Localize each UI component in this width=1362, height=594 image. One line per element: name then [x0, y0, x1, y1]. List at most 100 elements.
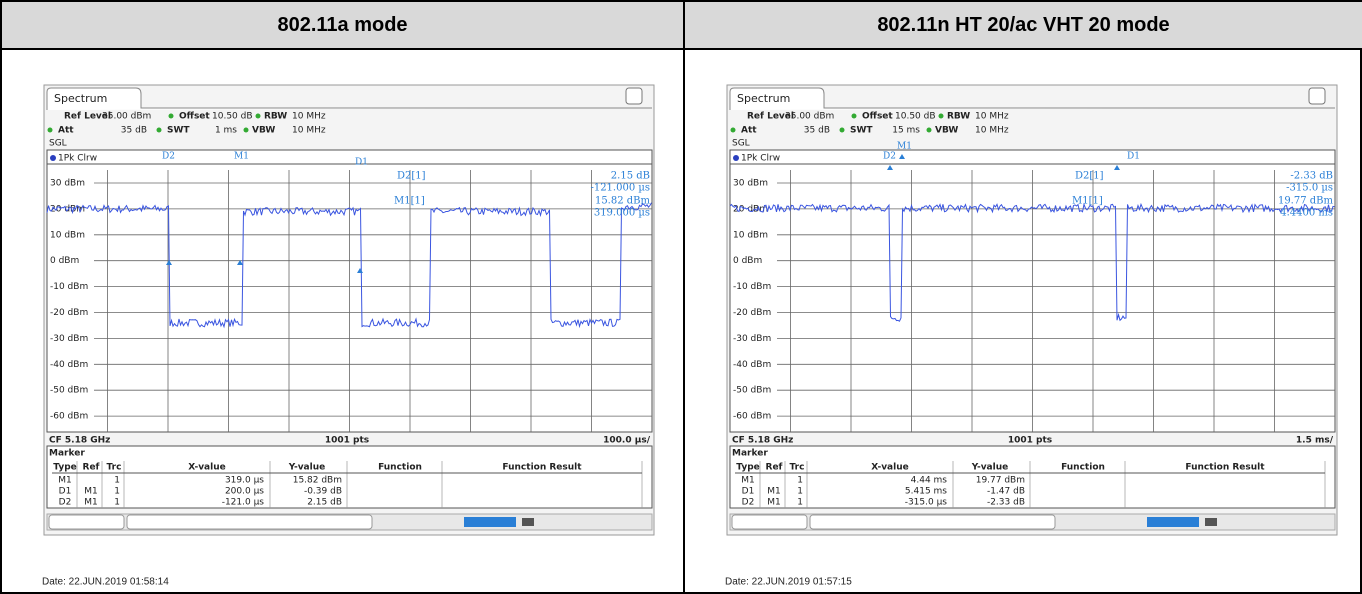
column-header: Ref — [766, 463, 783, 473]
marker-table-title: Marker — [732, 449, 768, 459]
capture-date: Date: 22.JUN.2019 01:58:14 — [42, 577, 169, 588]
trace — [46, 202, 652, 329]
capture-date: Date: 22.JUN.2019 01:57:15 — [725, 577, 852, 588]
marker-cell: 2.15 dB — [307, 498, 342, 508]
marker-cell: -121.0 µs — [222, 498, 265, 508]
status-dot — [168, 113, 174, 119]
tab-label: Spectrum — [737, 92, 790, 105]
status-field — [731, 514, 808, 530]
column-header: Function — [378, 463, 422, 473]
marker-cell: M1 — [767, 498, 781, 508]
y-axis-label: 0 dBm — [733, 256, 762, 266]
trace-marker-label: D1 — [355, 158, 368, 168]
marker-cell: -2.33 dB — [987, 498, 1025, 508]
marker-cell: D1 — [742, 487, 755, 497]
menu-icon — [625, 87, 643, 105]
trace-dot — [50, 155, 56, 161]
y-axis-label: -60 dBm — [733, 412, 771, 422]
status-dot — [926, 127, 932, 133]
marker-arrow — [357, 268, 363, 273]
y-axis-label: -40 dBm — [733, 360, 771, 370]
marker-arrow — [899, 154, 905, 159]
setting-value: 35 dB — [804, 126, 830, 136]
marker-cell: -0.39 dB — [304, 487, 342, 497]
marker-cell: M1 — [58, 476, 72, 486]
marker-arrow — [166, 260, 172, 265]
y-axis-label: -50 dBm — [50, 386, 88, 396]
column-header: Function Result — [502, 463, 582, 473]
footer-right: 100.0 µs/ — [603, 436, 651, 446]
y-axis-label: 20 dBm — [50, 204, 85, 214]
marker-cell: 1 — [114, 498, 120, 508]
y-axis-label: -20 dBm — [733, 308, 771, 318]
marker-table-frame — [46, 445, 653, 509]
progress-bar — [1147, 517, 1199, 527]
column-header: Ref — [83, 463, 100, 473]
trace-marker-label: M1 — [897, 142, 912, 152]
marker-cell: M1 — [741, 476, 755, 486]
readout-value: -2.33 dB — [1290, 171, 1333, 182]
marker-table-title: Marker — [49, 449, 85, 459]
setting-label: VBW — [935, 126, 958, 136]
y-axis-label: 30 dBm — [50, 179, 85, 189]
marker-cell: 1 — [797, 487, 803, 497]
trace-marker-label: D1 — [1127, 152, 1140, 162]
marker-cell: 15.82 dBm — [293, 476, 342, 486]
status-field — [126, 514, 373, 530]
marker-arrow — [237, 260, 243, 265]
footer-left: CF 5.18 GHz — [49, 436, 110, 446]
y-axis-label: -30 dBm — [733, 334, 771, 344]
footer-right: 1.5 ms/ — [1296, 436, 1334, 446]
marker-cell: M1 — [84, 487, 98, 497]
footer-center: 1001 pts — [325, 436, 369, 446]
y-axis-label: -10 dBm — [733, 282, 771, 292]
tab-label: Spectrum — [54, 92, 107, 105]
status-dot — [47, 127, 53, 133]
status-indicator — [1205, 518, 1217, 526]
y-axis-label: -40 dBm — [50, 360, 88, 370]
y-axis-label: -50 dBm — [733, 386, 771, 396]
readout-label: M1[1] — [394, 196, 425, 207]
setting-label: Offset — [179, 112, 210, 122]
column-header: Trc — [107, 463, 122, 473]
setting-label: Offset — [862, 112, 893, 122]
setting-label: RBW — [264, 112, 287, 122]
marker-table-frame — [729, 445, 1336, 509]
setting-label: Ref Level — [747, 112, 794, 122]
column-header: Trc — [790, 463, 805, 473]
setting-value: 10.50 dB — [895, 112, 936, 122]
footer-left: CF 5.18 GHz — [732, 436, 793, 446]
trace-marker-label: D2 — [883, 152, 896, 162]
sweep-mode: SGL — [732, 139, 750, 149]
readout-value: 319.000 µs — [594, 208, 650, 219]
marker-cell: 1 — [114, 476, 120, 486]
column-header: X-value — [188, 463, 225, 473]
marker-cell: -1.47 dB — [987, 487, 1025, 497]
y-axis-label: 0 dBm — [50, 256, 79, 266]
setting-value: 35 dB — [121, 126, 147, 136]
trace-dot — [733, 155, 739, 161]
marker-cell: 1 — [797, 476, 803, 486]
setting-value: 10 MHz — [292, 112, 326, 122]
marker-cell: -315.0 µs — [905, 498, 948, 508]
readout-label: M1[1] — [1072, 196, 1103, 207]
readout-value: 4.4400 ms — [1280, 208, 1333, 219]
status-field — [48, 514, 125, 530]
y-axis-label: -60 dBm — [50, 412, 88, 422]
trace-label: 1Pk Clrw — [58, 154, 97, 164]
setting-value: 15 ms — [892, 126, 920, 136]
readout-value: -315.0 µs — [1286, 183, 1333, 194]
y-axis-label: 10 dBm — [733, 230, 768, 240]
setting-label: RBW — [947, 112, 970, 122]
trace-marker-label: D2 — [162, 152, 175, 162]
trace — [729, 202, 1335, 322]
sweep-mode: SGL — [49, 139, 67, 149]
column-header: Y-value — [971, 463, 1008, 473]
setting-label: SWT — [167, 126, 190, 136]
status-dot — [156, 127, 162, 133]
setting-value: 1 ms — [215, 126, 237, 136]
setting-label: Att — [58, 126, 74, 136]
status-dot — [938, 113, 944, 119]
